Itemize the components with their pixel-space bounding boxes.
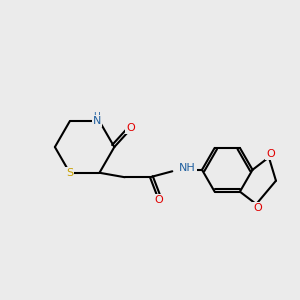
Text: O: O	[126, 123, 135, 133]
Text: S: S	[66, 168, 73, 178]
Text: H: H	[93, 112, 100, 121]
Text: O: O	[266, 149, 275, 159]
Text: NH: NH	[179, 163, 196, 173]
Text: O: O	[154, 195, 163, 206]
Text: O: O	[254, 203, 262, 213]
Text: N: N	[93, 116, 101, 126]
